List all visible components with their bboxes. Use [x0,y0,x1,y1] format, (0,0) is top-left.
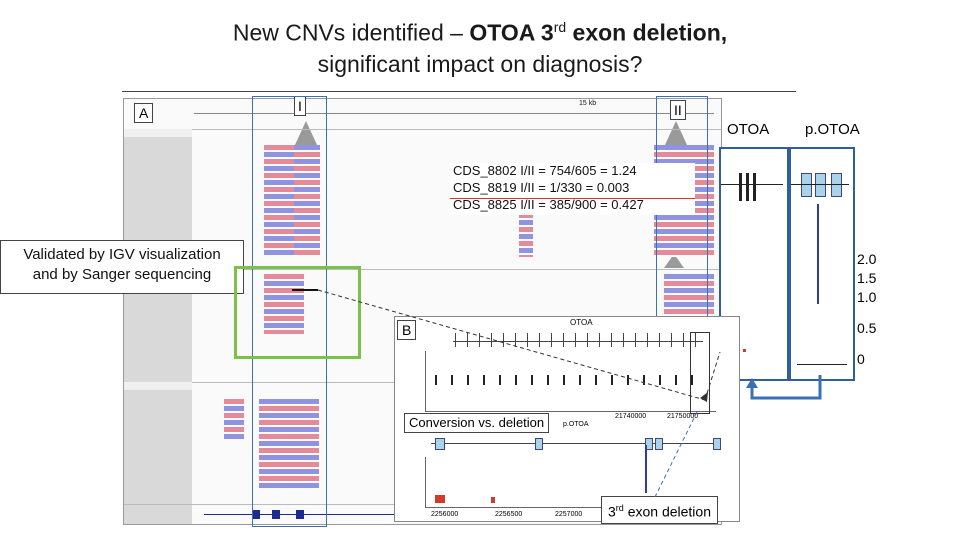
y-tick-0-5: 0.5 [857,320,877,336]
panel-b-xtick-1: 21740000 [615,413,647,420]
title-divider [122,91,796,92]
title-bold2: exon deletion, [566,19,728,46]
title-bold: OTOA 3 [469,19,554,46]
panel-b-ratio-points [435,375,705,385]
panel-b-label: B [397,320,417,340]
title-line-1: New CNVs identified – OTOA 3rd exon dele… [0,12,960,49]
panel-b-lower-red-1 [435,495,445,503]
panel-a-label: A [134,103,154,123]
slide-title: New CNVs identified – OTOA 3rd exon dele… [0,12,960,80]
potoa-baseline [797,364,847,365]
ratio-line-2: CDS_8819 I/II = 1/330 = 0.003 [453,180,630,195]
reads-col-5 [264,274,304,334]
y-tick-1-5: 1.5 [857,270,877,286]
ratio-line-1: CDS_8802 I/II = 754/605 = 1.24 [453,163,637,178]
panel-b-lower-title: p.OTOA [563,421,589,428]
panel-b-xtick-2: 21750000 [667,413,699,420]
potoa-exon-3 [831,173,842,197]
gene-exon-2 [272,510,280,519]
y-tick-2-0: 2.0 [857,251,877,267]
ratio-red-line [450,198,695,199]
potoa-exon-2 [815,173,826,197]
y-tick-1-0: 1.0 [857,289,877,305]
coverage-peak-3 [664,254,684,268]
gene-exon-3 [296,510,304,519]
reads-col-7 [259,399,319,489]
panel-b-lower-exon-1 [435,438,445,450]
exon-deletion-text: exon deletion [623,503,711,520]
panel-b-lower-xtick-3: 2257000 [555,511,583,518]
title-prefix: New CNVs identified – [232,19,470,46]
panel-b-lower-exon-2 [535,438,543,450]
panel-b-lower-exon-4 [655,438,663,450]
otoa-red-dot [743,349,746,352]
igv-scale-label: 15 kb [579,100,597,107]
otoa-label: OTOA [727,121,770,138]
y-tick-0: 0 [857,351,865,367]
green-highlight-box [234,266,361,359]
coverage-peak-1 [294,121,318,147]
potoa-mini-plot [789,147,855,381]
y-ticks: 2.0 1.5 1.0 0.5 0 [857,250,876,369]
potoa-coverage-trace [817,204,819,304]
panel-b-lower-axes [425,457,716,508]
igv-track-names [124,129,192,524]
otoa-gene-line [721,184,783,185]
exon-deletion-label: 3rd exon deletion [601,496,718,524]
track-sep-1 [192,129,721,130]
otoa-exon-bar-2 [746,173,749,201]
panel-b-lower-exon-3 [645,438,653,450]
connector-arrow [746,375,822,400]
igv-name-white-3 [124,382,192,390]
track-sep-2 [192,269,721,270]
ratio-box: CDS_8802 I/II = 754/605 = 1.24 CDS_8819 … [450,163,695,215]
panel-b-region-box [690,332,710,414]
region-box-i [252,96,327,527]
exon-deletion-num: 3 [608,503,616,520]
otoa-exon-bar-1 [739,173,742,201]
panel-b-inner-title: OTOA [570,318,593,327]
ratio-line-3: CDS_8825 I/II = 385/900 = 0.427 [453,197,644,212]
panel-b-ratio-axes [425,351,716,412]
panel-b-lower-gene-line [431,443,721,444]
title-sup: rd [553,19,567,35]
validated-callout: Validated by IGV visualization and by Sa… [0,240,244,294]
potoa-exon-1 [801,173,812,197]
coverage-peak-2 [664,121,688,147]
title-line-2: significant impact on diagnosis? [317,50,643,77]
panel-b-lower-trace [645,445,647,493]
marker-ii: II [670,100,686,120]
potoa-label: p.OTOA [805,121,860,138]
exon-deletion-sup: rd [615,503,624,513]
panel-b-exon-ticks [455,333,705,347]
conversion-label: Conversion vs. deletion [404,413,550,433]
validated-line-1: Validated by IGV visualization [23,246,221,263]
gene-exon-1 [252,510,260,519]
panel-b-lower-xtick-2: 2256500 [495,511,523,518]
panel-b-lower-red-2 [491,497,495,503]
igv-ruler-line [194,113,714,114]
reads-col-8 [224,399,244,439]
otoa-exon-bar-3 [753,173,756,201]
igv-name-white-1 [124,129,192,137]
panel-b-lower-exon-5 [713,438,721,450]
potoa-gene-line [791,184,849,185]
reads-col-2 [294,145,320,255]
validated-line-2: and by Sanger sequencing [32,266,212,283]
panel-b-lower-xtick-1: 2256000 [431,511,459,518]
